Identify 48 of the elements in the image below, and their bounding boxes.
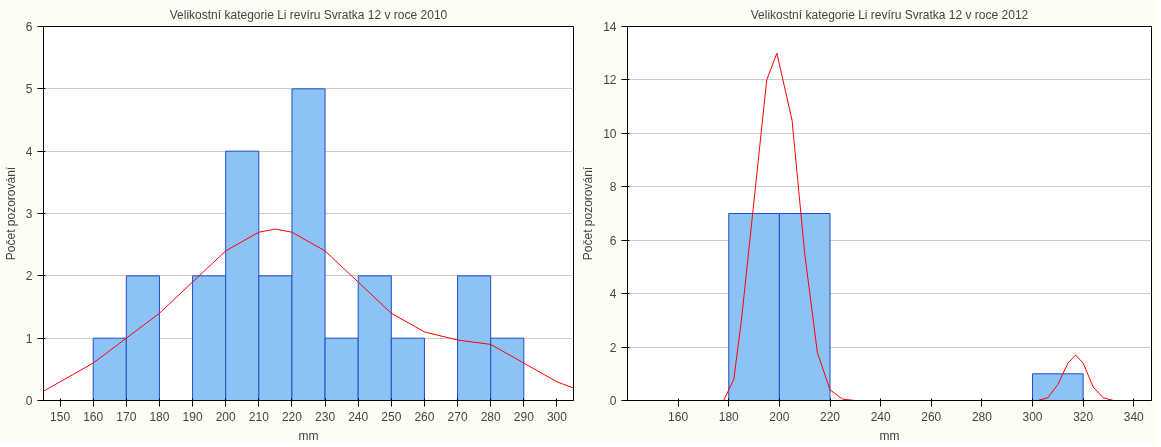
- chart-title: Velikostní kategorie Li revíru Svratka 12 v roce 2010: [169, 7, 448, 22]
- x-tick-label: 340: [1123, 409, 1145, 424]
- x-tick-label: 280: [971, 409, 993, 424]
- x-tick-label: 200: [215, 409, 237, 424]
- chart-title: Velikostní kategorie Li revíru Svratka 12 v roce 2012: [750, 7, 1029, 22]
- y-tick-label: 8: [609, 180, 617, 195]
- x-tick-label: 220: [820, 409, 841, 424]
- x-tick-label: 200: [769, 409, 790, 424]
- y-tick-label: 5: [25, 82, 33, 97]
- x-tick-label: 170: [116, 409, 137, 424]
- x-tick-label: 280: [480, 409, 502, 424]
- x-tick-label: 250: [381, 409, 402, 424]
- y-tick-label: 14: [603, 20, 617, 34]
- x-tick-label: 210: [248, 409, 270, 424]
- x-axis-title: mm: [879, 428, 900, 443]
- y-tick-label: 3: [25, 207, 33, 221]
- y-axis-title: Počet pozorování: [581, 166, 596, 261]
- x-tick-label: 300: [546, 409, 568, 424]
- y-tick-label: 0: [609, 394, 617, 408]
- x-tick-label: 240: [348, 409, 369, 424]
- y-tick-label: 12: [603, 73, 617, 88]
- x-tick-label: 160: [83, 409, 104, 424]
- y-tick-label: 6: [25, 20, 33, 34]
- y-tick-label: 2: [609, 340, 617, 355]
- y-tick-label: 1: [25, 331, 33, 346]
- y-tick-label: 2: [25, 269, 33, 284]
- x-tick-label: 150: [50, 409, 71, 424]
- x-tick-label: 320: [1073, 409, 1094, 424]
- x-tick-label: 270: [447, 409, 468, 424]
- y-tick-label: 4: [609, 287, 617, 302]
- y-axis-title: Počet pozorování: [3, 166, 18, 261]
- x-tick-label: 190: [182, 409, 203, 424]
- x-tick-label: 180: [149, 409, 170, 424]
- x-tick-label: 260: [414, 409, 435, 424]
- line-series: [43, 228, 574, 392]
- x-tick-label: 230: [315, 409, 336, 424]
- y-tick-label: 0: [25, 394, 33, 408]
- x-tick-label: 220: [281, 409, 303, 424]
- y-tick-label: 6: [609, 233, 617, 248]
- y-tick-label: 4: [25, 144, 33, 159]
- x-axis-title: mm: [298, 428, 319, 443]
- x-tick-label: 300: [1022, 409, 1043, 424]
- x-tick-label: 260: [921, 409, 942, 424]
- x-tick-label: 240: [870, 409, 891, 424]
- x-tick-label: 160: [668, 409, 689, 424]
- x-tick-label: 290: [513, 409, 535, 424]
- y-tick-label: 10: [603, 126, 617, 141]
- x-tick-label: 180: [718, 409, 740, 424]
